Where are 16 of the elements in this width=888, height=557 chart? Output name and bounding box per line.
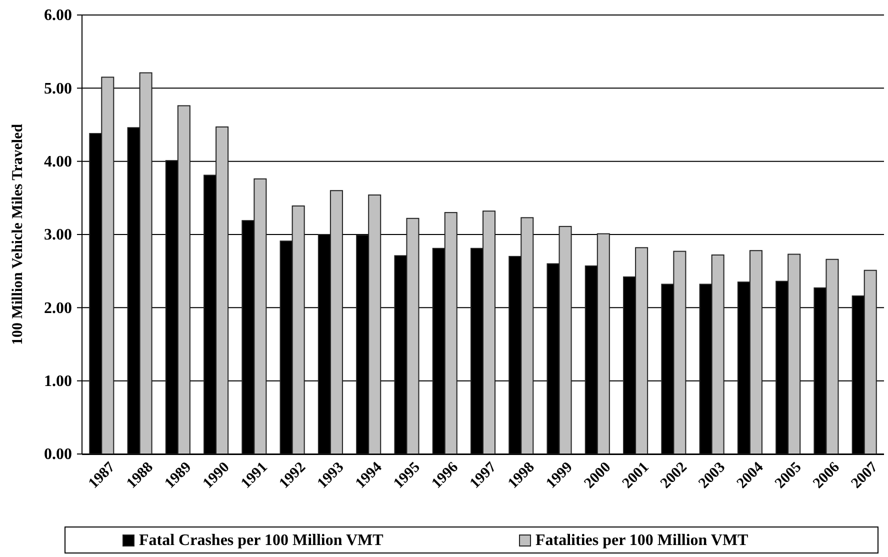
- x-tick-label: 1991: [238, 459, 271, 492]
- y-tick-label: 6.00: [44, 7, 72, 24]
- y-tick-label: 0.00: [44, 446, 72, 464]
- y-tick-label: 4.00: [44, 153, 72, 170]
- legend-label: Fatalities per 100 Million VMT: [536, 532, 749, 549]
- x-tick-label: 1992: [276, 459, 309, 492]
- y-axis-title: 100 Million Vehicle Miles Traveled: [10, 123, 26, 346]
- x-tick-label: 1999: [543, 459, 576, 492]
- x-tick-label: 1990: [200, 459, 233, 492]
- legend-label: Fatal Crashes per 100 Million VMT: [139, 532, 384, 549]
- y-tick-label: 2.00: [44, 300, 72, 317]
- y-tick-label: 5.00: [44, 80, 72, 98]
- x-tick-label: 1993: [314, 459, 348, 492]
- y-tick-label: 3.00: [44, 226, 72, 244]
- y-tick-label: 1.00: [44, 372, 72, 390]
- x-tick-label: 1989: [162, 459, 195, 492]
